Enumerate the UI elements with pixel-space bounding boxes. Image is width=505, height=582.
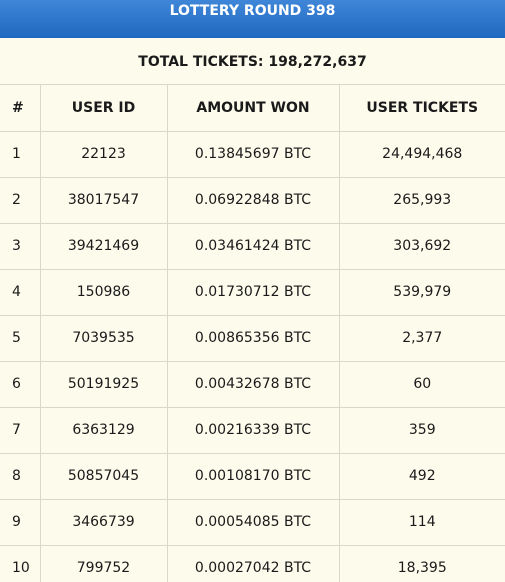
table-row: 4 150986 0.01730712 BTC 539,979 — [0, 269, 505, 316]
user-id-cell: 22123 — [40, 131, 168, 178]
amount-won-cell: 0.03461424 BTC — [167, 223, 340, 270]
table-row: 6 50191925 0.00432678 BTC 60 — [0, 361, 505, 408]
amount-won-cell: 0.00865356 BTC — [167, 315, 340, 362]
user-tickets-cell: 265,993 — [339, 177, 505, 224]
table-row: 9 3466739 0.00054085 BTC 114 — [0, 499, 505, 546]
user-id-cell: 150986 — [40, 269, 168, 316]
user-tickets-cell: 24,494,468 — [339, 131, 505, 178]
user-id-cell: 7039535 — [40, 315, 168, 362]
column-header-user-tickets: USER TICKETS — [339, 85, 505, 132]
rank-cell: 10 — [0, 545, 41, 582]
table-row: 1 22123 0.13845697 BTC 24,494,468 — [0, 131, 505, 178]
table-header-row: # USER ID AMOUNT WON USER TICKETS — [0, 85, 505, 132]
user-id-cell: 38017547 — [40, 177, 168, 224]
column-header-user-id: USER ID — [40, 85, 168, 132]
user-tickets-cell: 303,692 — [339, 223, 505, 270]
user-id-cell: 50857045 — [40, 453, 168, 500]
table-row: 10 799752 0.00027042 BTC 18,395 — [0, 545, 505, 582]
rank-cell: 3 — [0, 223, 41, 270]
user-id-cell: 39421469 — [40, 223, 168, 270]
user-tickets-cell: 114 — [339, 499, 505, 546]
column-header-amount-won: AMOUNT WON — [167, 85, 340, 132]
user-id-cell: 799752 — [40, 545, 168, 582]
amount-won-cell: 0.01730712 BTC — [167, 269, 340, 316]
lottery-round-title: LOTTERY ROUND 398 — [0, 0, 505, 38]
user-tickets-cell: 539,979 — [339, 269, 505, 316]
amount-won-cell: 0.00108170 BTC — [167, 453, 340, 500]
table-row: 3 39421469 0.03461424 BTC 303,692 — [0, 223, 505, 270]
table-row: 2 38017547 0.06922848 BTC 265,993 — [0, 177, 505, 224]
rank-cell: 4 — [0, 269, 41, 316]
user-id-cell: 3466739 — [40, 499, 168, 546]
rank-cell: 8 — [0, 453, 41, 500]
amount-won-cell: 0.00054085 BTC — [167, 499, 340, 546]
user-tickets-cell: 18,395 — [339, 545, 505, 582]
total-tickets: TOTAL TICKETS: 198,272,637 — [0, 38, 505, 85]
user-tickets-cell: 2,377 — [339, 315, 505, 362]
user-id-cell: 6363129 — [40, 407, 168, 454]
amount-won-cell: 0.00027042 BTC — [167, 545, 340, 582]
rank-cell: 6 — [0, 361, 41, 408]
rank-cell: 5 — [0, 315, 41, 362]
user-id-cell: 50191925 — [40, 361, 168, 408]
amount-won-cell: 0.06922848 BTC — [167, 177, 340, 224]
column-header-rank: # — [0, 85, 41, 132]
amount-won-cell: 0.13845697 BTC — [167, 131, 340, 178]
amount-won-cell: 0.00216339 BTC — [167, 407, 340, 454]
table-row: 5 7039535 0.00865356 BTC 2,377 — [0, 315, 505, 362]
user-tickets-cell: 359 — [339, 407, 505, 454]
rank-cell: 9 — [0, 499, 41, 546]
rank-cell: 2 — [0, 177, 41, 224]
table-row: 7 6363129 0.00216339 BTC 359 — [0, 407, 505, 454]
rank-cell: 7 — [0, 407, 41, 454]
results-table: # USER ID AMOUNT WON USER TICKETS 1 2212… — [0, 85, 505, 582]
user-tickets-cell: 60 — [339, 361, 505, 408]
table-row: 8 50857045 0.00108170 BTC 492 — [0, 453, 505, 500]
user-tickets-cell: 492 — [339, 453, 505, 500]
amount-won-cell: 0.00432678 BTC — [167, 361, 340, 408]
rank-cell: 1 — [0, 131, 41, 178]
